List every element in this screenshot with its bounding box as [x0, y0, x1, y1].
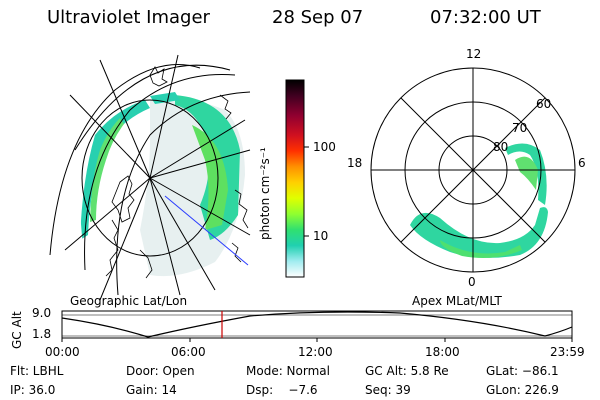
- altitude-ticks: [61, 338, 573, 342]
- mlat-label-60: 60: [536, 97, 552, 111]
- geographic-map: [49, 54, 251, 301]
- mlt-label-18: 18: [347, 156, 363, 170]
- colorbar-unit-label: photon cm⁻²s⁻¹: [258, 147, 272, 240]
- altitude-plot: [61, 310, 573, 342]
- altitude-xtick-1200: 12:00: [298, 345, 333, 359]
- mlt-label-6: 6: [578, 156, 586, 170]
- altitude-xtick-0600: 06:00: [171, 345, 206, 359]
- colorbar-tick-label-10: 10: [313, 229, 329, 243]
- instrument-title: Ultraviolet Imager: [47, 7, 210, 28]
- colorbar-tick-label-100: 100: [313, 140, 336, 154]
- polar-emission: [410, 143, 548, 258]
- colorbar-gradient: [285, 79, 305, 278]
- altitude-curve: [61, 311, 573, 338]
- seq-status: Seq: 39: [365, 383, 411, 397]
- polar-grid: [370, 67, 576, 273]
- altitude-xtick-1800: 18:00: [425, 345, 460, 359]
- date-label: 28 Sep 07: [272, 7, 364, 28]
- time-label: 07:32:00 UT: [430, 7, 541, 28]
- terminator-line: [164, 195, 249, 266]
- glat-status: GLat: −86.1: [486, 364, 559, 378]
- altitude-xtick-2359: 23:59: [550, 345, 585, 359]
- dsp-status: Dsp: −7.6: [246, 383, 318, 397]
- geo-emission: [80, 92, 245, 277]
- mlat-label-70: 70: [512, 121, 528, 135]
- colorbar: [285, 79, 309, 278]
- mode-status: Mode: Normal: [246, 364, 330, 378]
- altitude-xtick-0000: 00:00: [45, 345, 80, 359]
- mlat-label-80: 80: [493, 140, 509, 154]
- mlt-label-12: 12: [466, 47, 482, 61]
- filter-status: Flt: LBHL: [10, 364, 64, 378]
- geo-coastlines: [105, 66, 249, 279]
- altitude-ylabel: GC Alt: [10, 311, 24, 349]
- geo-graticule: [49, 54, 251, 301]
- door-status: Door: Open: [126, 364, 195, 378]
- ip-status: IP: 36.0: [10, 383, 56, 397]
- polar-plot-caption: Apex MLat/MLT: [412, 294, 502, 308]
- altitude-ytick-9: 9.0: [32, 306, 52, 320]
- mlt-label-0: 0: [468, 275, 476, 289]
- geo-map-caption: Geographic Lat/Lon: [70, 294, 188, 308]
- polar-plot: [370, 67, 576, 273]
- altitude-ytick-1-8: 1.8: [32, 327, 52, 341]
- glon-status: GLon: 226.9: [486, 383, 559, 397]
- gc-alt-status: GC Alt: 5.8 Re: [365, 364, 449, 378]
- gain-status: Gain: 14: [126, 383, 177, 397]
